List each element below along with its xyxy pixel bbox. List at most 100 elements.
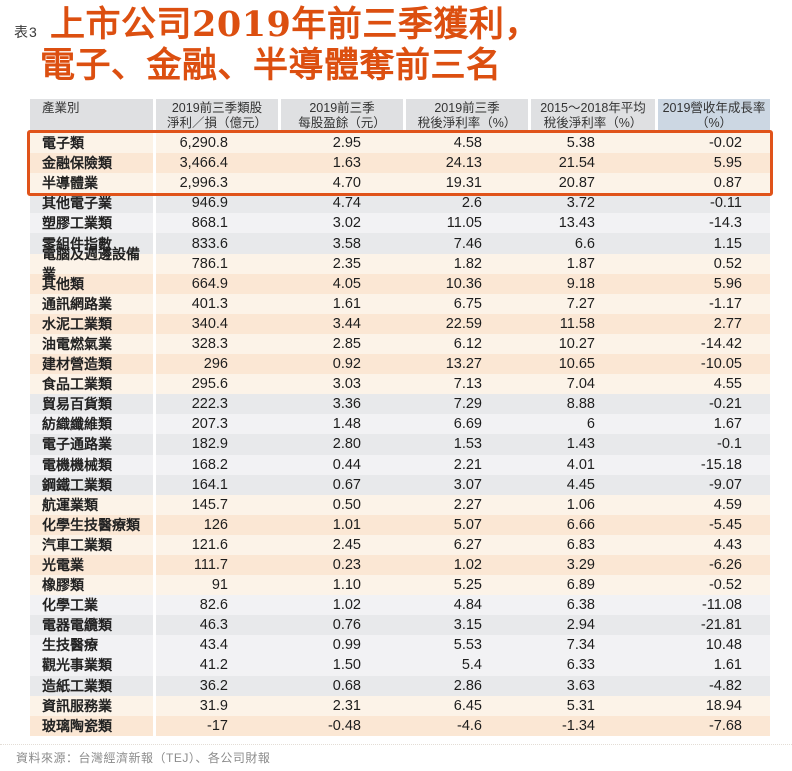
value-cell-0: 145.7 [153, 494, 278, 515]
value-cell-2: -4.6 [457, 717, 482, 734]
table-row: 其他類 664.9 4.05 10.36 9.18 5.96 [30, 273, 770, 294]
value-cell-1: 3.36 [332, 396, 361, 413]
value-cell-1: 2.95 [332, 135, 361, 152]
value-cell-4: 4.59 [713, 496, 742, 513]
column-header-5: 2019營收年成長率 （%） [655, 99, 770, 133]
value-cell-3: 21.54 [558, 155, 595, 172]
value-cell-3: 6.66 [566, 516, 595, 533]
table-row: 電機機械類 168.2 0.44 2.21 4.01 -15.18 [30, 454, 770, 475]
value-cell-0: 182.9 [153, 434, 278, 455]
industry-name: 電機機械類 [42, 456, 112, 473]
industry-name: 玻璃陶瓷類 [42, 717, 112, 734]
column-header-text: 稅後淨利率（%） [417, 116, 517, 130]
table-row: 紡織纖維類 207.3 1.48 6.69 6 1.67 [30, 414, 770, 435]
industry-name: 鋼鐵工業類 [42, 476, 112, 493]
column-header-text: （%） [695, 116, 733, 130]
industry-name: 油電燃氣業 [42, 335, 112, 352]
industry-name: 建材營造類 [42, 356, 112, 373]
value-cell-0: 36.2 [153, 675, 278, 696]
industry-name: 橡膠類 [42, 577, 84, 594]
industry-name: 通訊網路業 [42, 295, 112, 312]
value-cell-3: 7.34 [566, 637, 595, 654]
column-header-text: 產業別 [42, 101, 80, 115]
industry-name: 水泥工業類 [42, 315, 112, 332]
value-cell-2: 22.59 [445, 315, 482, 332]
value-cell-0: 401.3 [153, 293, 278, 314]
table-row: 化學生技醫療類 126 1.01 5.07 6.66 -5.45 [30, 514, 770, 535]
column-header-text: 2019前三季類股 [171, 101, 263, 115]
industry-name: 造紙工業類 [42, 677, 112, 694]
industry-name: 貿易百貨類 [42, 396, 112, 413]
value-cell-4: 4.43 [713, 536, 742, 553]
industry-name: 化學生技醫療類 [42, 516, 140, 533]
value-cell-0: 296 [153, 354, 278, 375]
value-cell-0: 3,466.4 [153, 153, 278, 174]
value-cell-3: 6.89 [566, 577, 595, 594]
industry-name: 零組件指數 [42, 235, 112, 252]
table-row: 零組件指數 833.6 3.58 7.46 6.6 1.15 [30, 233, 770, 254]
column-header-text: 2019前三季 [309, 101, 375, 115]
value-cell-2: 7.29 [453, 396, 482, 413]
value-cell-2: 24.13 [445, 155, 482, 172]
value-cell-0: 833.6 [153, 233, 278, 254]
value-cell-3: 9.18 [566, 275, 595, 292]
value-cell-2: 5.53 [453, 637, 482, 654]
value-cell-3: 6.6 [574, 235, 595, 252]
value-cell-1: 2.45 [332, 536, 361, 553]
value-cell-2: 2.27 [453, 496, 482, 513]
value-cell-1: 0.76 [332, 617, 361, 634]
value-cell-2: 6.75 [453, 295, 482, 312]
industry-profit-table: 產業別 2019前三季類股 淨利／損（億元） 2019前三季 每股盈餘（元） 2019前三… [27, 99, 773, 736]
industry-name: 化學工業 [42, 597, 98, 614]
value-cell-0: 43.4 [153, 635, 278, 656]
value-cell-4: -21.81 [700, 617, 742, 634]
industry-name: 資訊服務業 [42, 697, 112, 714]
table-row: 金融保險類 3,466.4 1.63 24.13 21.54 5.95 [30, 153, 770, 174]
value-cell-3: 13.43 [558, 215, 595, 232]
table-row: 橡膠類 91 1.10 5.25 6.89 -0.52 [30, 575, 770, 596]
value-cell-4: 0.52 [713, 255, 742, 272]
industry-name: 航運業類 [42, 496, 98, 513]
value-cell-2: 2.6 [461, 195, 482, 212]
industry-name: 光電業 [42, 557, 84, 574]
column-header-4: 2015～2018年平均 稅後淨利率（%） [528, 99, 655, 133]
value-cell-4: -0.02 [708, 135, 742, 152]
value-cell-3: 3.72 [566, 195, 595, 212]
value-cell-0: 82.6 [153, 595, 278, 616]
table-row: 通訊網路業 401.3 1.61 6.75 7.27 -1.17 [30, 293, 770, 314]
value-cell-4: -1.17 [708, 295, 742, 312]
value-cell-3: 5.31 [566, 697, 595, 714]
value-cell-2: 1.53 [453, 436, 482, 453]
table-row: 汽車工業類 121.6 2.45 6.27 6.83 4.43 [30, 534, 770, 555]
value-cell-4: 1.61 [713, 657, 742, 674]
value-cell-2: 7.46 [453, 235, 482, 252]
industry-name: 電腦及週邊設備業 [42, 245, 140, 282]
value-cell-3: 20.87 [558, 175, 595, 192]
value-cell-4: -9.07 [708, 476, 742, 493]
value-cell-3: 10.65 [558, 356, 595, 373]
value-cell-4: -14.3 [708, 215, 742, 232]
value-cell-0: 46.3 [153, 615, 278, 636]
table-body: 電子類 6,290.8 2.95 4.58 5.38 -0.02 金融保險類 3,466.4 1… [30, 133, 770, 736]
value-cell-3: 6.83 [566, 536, 595, 553]
table-row: 電子通路業 182.9 2.80 1.53 1.43 -0.1 [30, 434, 770, 455]
value-cell-0: 868.1 [153, 213, 278, 234]
industry-name: 金融保險類 [42, 155, 112, 172]
industry-name: 其他電子業 [42, 195, 112, 212]
value-cell-0: 340.4 [153, 313, 278, 334]
table-row: 食品工業類 295.6 3.03 7.13 7.04 4.55 [30, 374, 770, 395]
table-row: 油電燃氣業 328.3 2.85 6.12 10.27 -14.42 [30, 333, 770, 355]
column-header-2: 2019前三季 每股盈餘（元） [278, 99, 403, 133]
table-row: 航運業類 145.7 0.50 2.27 1.06 4.59 [30, 494, 770, 515]
table-row: 電器電纜類 46.3 0.76 3.15 2.94 -21.81 [30, 615, 770, 636]
value-cell-4: 18.94 [705, 697, 742, 714]
value-cell-1: 1.48 [332, 416, 361, 433]
value-cell-3: 6 [586, 416, 595, 433]
value-cell-2: 5.25 [453, 577, 482, 594]
value-cell-1: 1.61 [332, 295, 361, 312]
industry-name: 生技醫療 [42, 637, 98, 654]
table-header-row: 產業別 2019前三季類股 淨利／損（億元） 2019前三季 每股盈餘（元） 2019前三… [30, 99, 770, 133]
value-cell-0: 41.2 [153, 655, 278, 676]
table-row: 化學工業 82.6 1.02 4.84 6.38 -11.08 [30, 595, 770, 616]
column-header-0: 產業別 [30, 99, 153, 133]
